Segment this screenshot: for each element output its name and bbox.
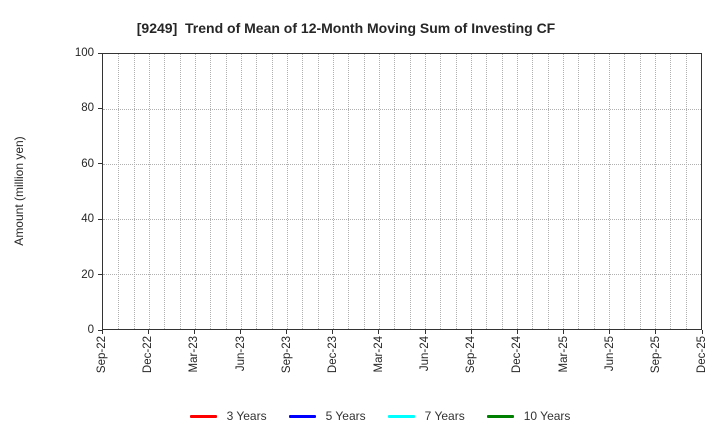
vertical-gridline bbox=[532, 54, 534, 329]
vertical-gridline bbox=[271, 54, 273, 329]
vertical-gridline bbox=[440, 54, 442, 329]
x-tick-mark bbox=[240, 330, 241, 334]
y-tick-mark bbox=[98, 107, 102, 109]
vertical-gridline bbox=[425, 54, 426, 329]
vertical-gridline bbox=[133, 54, 135, 329]
vertical-gridline bbox=[118, 54, 120, 329]
legend: 3 Years 5 Years 7 Years 10 Years bbox=[0, 406, 720, 426]
vertical-gridline bbox=[164, 54, 166, 329]
x-tick-label: Jun-23 bbox=[234, 336, 247, 372]
y-tick-label: 40 bbox=[81, 213, 94, 226]
x-tick-label: Sep-25 bbox=[649, 336, 662, 374]
vertical-gridline bbox=[195, 54, 196, 329]
x-tick-mark bbox=[101, 330, 103, 334]
legend-item: 10 Years bbox=[486, 409, 571, 423]
legend-line-swatch bbox=[288, 414, 316, 418]
vertical-gridline bbox=[455, 54, 457, 329]
x-tick-mark bbox=[378, 330, 380, 334]
vertical-gridline bbox=[685, 54, 687, 329]
vertical-gridline bbox=[593, 54, 595, 329]
vertical-gridline bbox=[670, 54, 672, 329]
legend-item: 3 Years bbox=[189, 409, 267, 423]
vertical-gridline bbox=[609, 54, 610, 329]
plot-area bbox=[102, 53, 702, 330]
vertical-gridline bbox=[333, 54, 334, 329]
x-tick-label: Jun-25 bbox=[603, 336, 616, 372]
x-tick-mark bbox=[655, 330, 657, 334]
x-tick-mark bbox=[563, 330, 564, 334]
y-tick-mark bbox=[98, 329, 102, 331]
y-tick-mark bbox=[98, 218, 102, 220]
y-tick-mark bbox=[98, 52, 102, 54]
vertical-gridline bbox=[563, 54, 564, 329]
vertical-gridline bbox=[225, 54, 227, 329]
legend-item-label: 5 Years bbox=[325, 409, 366, 423]
vertical-gridline bbox=[302, 54, 304, 329]
x-tick-mark bbox=[147, 330, 149, 334]
vertical-gridline bbox=[578, 54, 580, 329]
vertical-gridline bbox=[409, 54, 411, 329]
legend-item-label: 10 Years bbox=[523, 409, 571, 423]
vertical-gridline bbox=[363, 54, 365, 329]
vertical-gridline bbox=[210, 54, 212, 329]
vertical-gridline bbox=[379, 54, 380, 329]
x-tick-label: Sep-24 bbox=[465, 336, 478, 374]
vertical-gridline bbox=[547, 54, 549, 329]
vertical-gridline bbox=[394, 54, 396, 329]
legend-item-label: 7 Years bbox=[424, 409, 465, 423]
legend-item-label: 3 Years bbox=[226, 409, 267, 423]
x-tick-mark bbox=[609, 330, 611, 334]
vertical-gridline bbox=[639, 54, 641, 329]
horizontal-gridline bbox=[103, 274, 701, 275]
y-tick-label: 80 bbox=[81, 102, 94, 115]
vertical-gridline bbox=[348, 54, 350, 329]
x-tick-label: Dec-24 bbox=[511, 336, 524, 374]
vertical-gridline bbox=[149, 54, 150, 329]
x-tick-label: Jun-24 bbox=[419, 336, 432, 372]
horizontal-gridline bbox=[103, 109, 701, 110]
legend-item: 7 Years bbox=[387, 409, 465, 423]
x-tick-mark bbox=[516, 330, 518, 334]
x-tick-mark bbox=[470, 330, 472, 334]
vertical-gridline bbox=[517, 54, 518, 329]
x-tick-mark bbox=[701, 330, 703, 334]
chart-title: [9249] Trend of Mean of 12-Month Moving … bbox=[136, 20, 556, 36]
vertical-gridline bbox=[501, 54, 503, 329]
y-tick-label: 60 bbox=[81, 157, 94, 170]
x-tick-mark bbox=[286, 330, 288, 334]
x-tick-mark bbox=[332, 330, 334, 334]
x-tick-label: Dec-23 bbox=[326, 336, 339, 374]
x-tick-label: Mar-24 bbox=[372, 336, 385, 373]
x-tick-label: Sep-22 bbox=[96, 336, 108, 374]
y-tick-label: 100 bbox=[74, 47, 94, 59]
x-tick-label: Sep-23 bbox=[280, 336, 293, 374]
y-axis-label: Amount (million yen) bbox=[12, 136, 26, 246]
y-tick-mark bbox=[98, 163, 102, 165]
x-tick-label: Dec-25 bbox=[696, 336, 708, 374]
y-tick-mark bbox=[98, 274, 102, 276]
horizontal-gridline bbox=[103, 219, 701, 220]
legend-line-swatch bbox=[486, 414, 514, 418]
legend-item: 5 Years bbox=[288, 409, 366, 423]
y-tick-label: 20 bbox=[81, 268, 94, 281]
vertical-gridline bbox=[471, 54, 472, 329]
y-tick-label: 0 bbox=[87, 324, 94, 336]
horizontal-gridline bbox=[103, 164, 701, 165]
vertical-gridline bbox=[317, 54, 319, 329]
vertical-gridline bbox=[179, 54, 181, 329]
vertical-gridline bbox=[486, 54, 488, 329]
legend-line-swatch bbox=[387, 414, 415, 418]
vertical-gridline bbox=[624, 54, 626, 329]
x-tick-mark bbox=[193, 330, 195, 334]
vertical-gridline bbox=[256, 54, 258, 329]
vertical-gridline bbox=[655, 54, 656, 329]
x-tick-mark bbox=[424, 330, 426, 334]
x-tick-label: Mar-25 bbox=[557, 336, 570, 373]
x-tick-label: Mar-23 bbox=[188, 336, 201, 373]
vertical-gridline bbox=[241, 54, 242, 329]
legend-line-swatch bbox=[189, 414, 217, 418]
x-tick-label: Dec-22 bbox=[142, 336, 155, 374]
vertical-gridline bbox=[287, 54, 288, 329]
